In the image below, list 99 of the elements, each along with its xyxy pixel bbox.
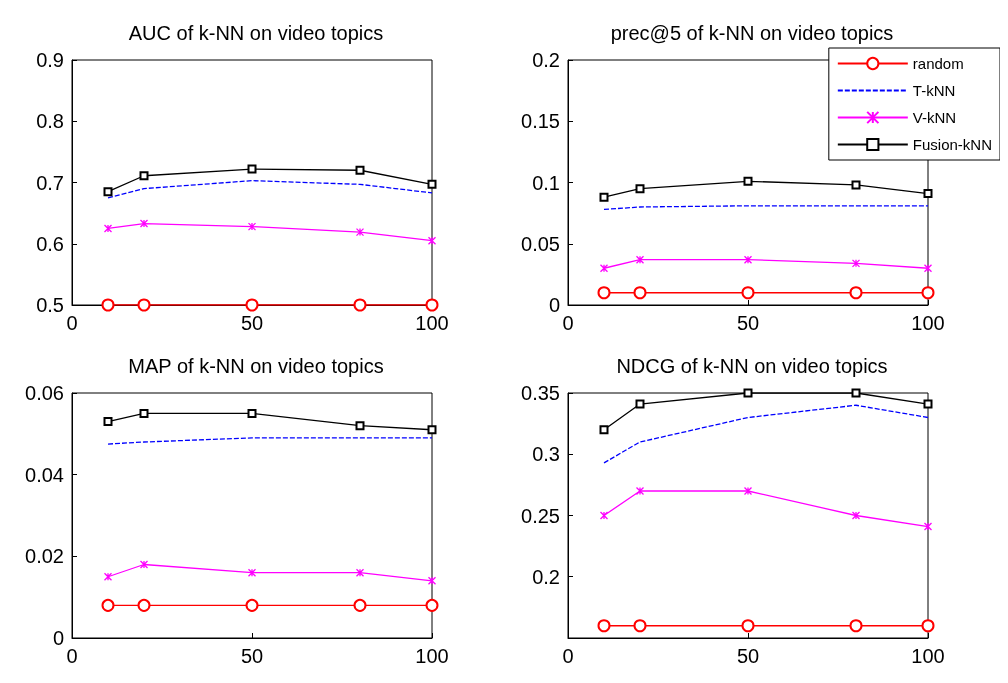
- point: [921, 286, 935, 300]
- point: [247, 222, 257, 231]
- point: [633, 286, 647, 300]
- y-tick-label: 0.9: [36, 49, 64, 71]
- point: [355, 421, 365, 431]
- point: [103, 187, 113, 197]
- point: [355, 165, 365, 175]
- point: [635, 399, 645, 409]
- point: [923, 189, 933, 199]
- x-tick-label: 100: [415, 312, 449, 334]
- chart-title: MAP of k-NN on video topics: [128, 355, 384, 377]
- point: [425, 298, 439, 312]
- point: [743, 255, 753, 264]
- y-tick-label: 0.25: [521, 504, 560, 527]
- point: [139, 560, 149, 569]
- y-tick-label: 0.15: [521, 110, 560, 133]
- point: [851, 511, 861, 520]
- y-tick-label: 0.05: [521, 232, 560, 255]
- point: [353, 598, 367, 612]
- point: [427, 425, 437, 435]
- point: [245, 598, 259, 612]
- point: [849, 286, 863, 300]
- point: [635, 184, 645, 194]
- point: [923, 264, 933, 273]
- x-tick-label: 50: [736, 312, 760, 334]
- y-tick-label: 0.7: [36, 171, 64, 194]
- point: [139, 408, 149, 418]
- point: [247, 164, 257, 174]
- point: [425, 598, 439, 612]
- point: [103, 417, 113, 427]
- y-tick-label: 0.6: [36, 232, 64, 255]
- y-tick-label: 0.2: [532, 49, 560, 71]
- point: [355, 568, 365, 577]
- point: [851, 180, 861, 190]
- point: [101, 598, 115, 612]
- point: [247, 568, 257, 577]
- point: [923, 399, 933, 409]
- point: [355, 227, 365, 237]
- point: [597, 619, 611, 633]
- point: [139, 219, 149, 228]
- x-tick-label: 50: [736, 645, 760, 667]
- x-tick-label: 100: [911, 312, 945, 334]
- point: [427, 179, 437, 189]
- y-tick-label: 0.02: [25, 545, 64, 568]
- x-tick-label: 50: [240, 645, 264, 667]
- point: [743, 486, 753, 496]
- point: [597, 286, 611, 300]
- point: [635, 255, 645, 264]
- point: [921, 619, 935, 633]
- point: [741, 286, 755, 300]
- x-tick-label: 0: [562, 312, 574, 334]
- y-tick-label: 0.5: [36, 294, 64, 316]
- legend-label: V-kNN: [912, 109, 957, 126]
- point: [427, 236, 437, 245]
- x-tick-label: 0: [562, 645, 574, 667]
- point: [599, 192, 609, 202]
- chart-title: prec@5 of k-NN on video topics: [610, 22, 894, 44]
- chart-title: NDCG of k-NN on video topics: [616, 355, 888, 377]
- point: [599, 264, 609, 273]
- point: [101, 298, 115, 312]
- point: [139, 171, 149, 181]
- chart-title: AUC of k-NN on video topics: [128, 22, 384, 44]
- x-tick-label: 100: [415, 645, 449, 667]
- y-tick-label: 0.35: [521, 382, 560, 404]
- point: [743, 388, 753, 398]
- y-tick-label: 0.1: [532, 171, 560, 194]
- point: [599, 511, 609, 520]
- point: [851, 259, 861, 268]
- point: [245, 298, 259, 312]
- legend-label: Fusion-kNN: [912, 136, 993, 153]
- y-tick-label: 0: [52, 627, 64, 649]
- point: [923, 522, 933, 531]
- legend-label: random: [912, 55, 964, 72]
- x-tick-label: 50: [240, 312, 264, 334]
- point: [849, 619, 863, 633]
- point: [247, 408, 257, 418]
- y-tick-label: 0.3: [532, 443, 560, 466]
- x-tick-label: 100: [911, 645, 945, 667]
- legend-label: T-kNN: [912, 82, 956, 99]
- y-tick-label: 0: [548, 294, 560, 316]
- x-tick-label: 0: [66, 312, 78, 334]
- point: [137, 598, 151, 612]
- line-series: [603, 404, 929, 464]
- x-tick-label: 0: [66, 645, 78, 667]
- point: [851, 388, 861, 398]
- point: [427, 576, 437, 585]
- y-tick-label: 0.2: [532, 565, 560, 588]
- point: [743, 176, 753, 186]
- point: [635, 486, 645, 496]
- y-tick-label: 0.04: [25, 463, 64, 486]
- point: [353, 298, 367, 312]
- point: [103, 572, 113, 581]
- point: [741, 619, 755, 633]
- point: [137, 298, 151, 312]
- y-tick-label: 0.06: [25, 382, 64, 404]
- y-tick-label: 0.8: [36, 110, 64, 133]
- point: [599, 425, 609, 435]
- point: [103, 224, 113, 233]
- point: [633, 619, 647, 633]
